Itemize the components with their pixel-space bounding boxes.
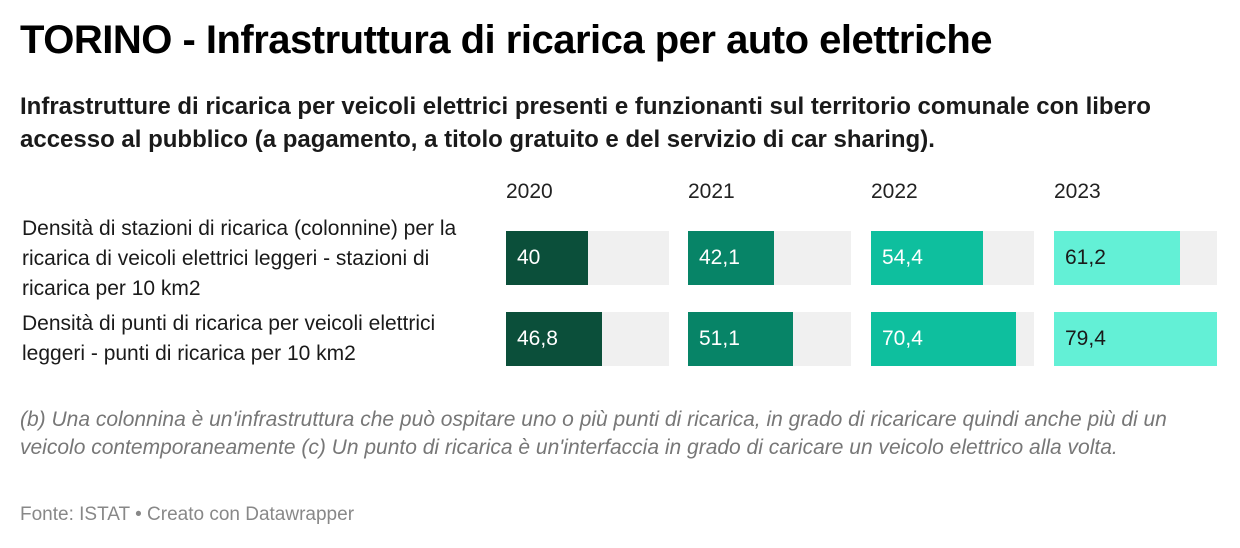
bar-track-row2-2023: 79,4 (1054, 312, 1217, 366)
bar-track-row1-2023: 61,2 (1054, 231, 1217, 285)
row-label-1: Densità di stazioni di ricarica (colonni… (22, 217, 457, 300)
bar-track-row1-2020: 40 (506, 231, 669, 285)
bar-row1-2023 (1054, 231, 1180, 285)
bar-value-row2-2021: 51,1 (699, 327, 740, 350)
bar-row2-2020 (506, 312, 603, 366)
bar-value-row2-2023: 79,4 (1065, 327, 1106, 350)
bar-track-row2-2021: 51,1 (688, 312, 851, 366)
bar-value-row1-2021: 42,1 (699, 246, 740, 269)
bar-track-row1-2022: 54,4 (871, 231, 1034, 285)
bar-value-row2-2020: 46,8 (517, 327, 558, 350)
bar-track-row2-2020: 46,8 (506, 312, 669, 366)
column-header-2022: 2022 (871, 180, 918, 203)
bar-track-row1-2021: 42,1 (688, 231, 851, 285)
bar-track-row2-2022: 70,4 (871, 312, 1034, 366)
chart-title: TORINO - Infrastruttura di ricarica per … (20, 18, 993, 62)
bar-row1-2022 (871, 231, 983, 285)
chart-footer: Fonte: ISTAT • Creato con Datawrapper (20, 504, 355, 525)
bar-value-row2-2022: 70,4 (882, 327, 923, 350)
row-label-2: Densità di punti di ricarica per veicoli… (22, 312, 436, 365)
bar-row1-2021 (688, 231, 775, 285)
bar-value-row1-2020: 40 (517, 246, 541, 269)
column-header-2023: 2023 (1054, 180, 1101, 203)
bar-row2-2022 (871, 312, 1016, 366)
chart-notes: (b) Una colonnina è un'infrastruttura ch… (20, 408, 1167, 459)
bar-value-row1-2022: 54,4 (882, 246, 923, 269)
column-header-2021: 2021 (688, 180, 735, 203)
column-header-2020: 2020 (506, 180, 553, 203)
chart-subtitle: Infrastrutture di ricarica per veicoli e… (20, 93, 1151, 153)
bar-value-row1-2023: 61,2 (1065, 246, 1106, 269)
bar-row2-2021 (688, 312, 793, 366)
bar-row2-2023 (1054, 312, 1217, 366)
bar-row1-2020 (506, 231, 589, 285)
